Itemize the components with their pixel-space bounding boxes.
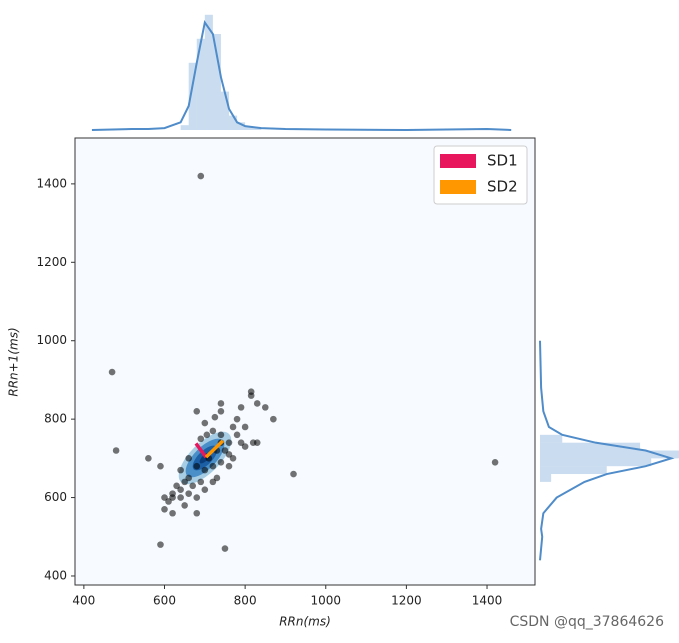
point — [233, 415, 241, 423]
point — [241, 443, 249, 450]
point — [197, 478, 205, 486]
point — [233, 431, 241, 439]
point — [209, 462, 217, 470]
point — [157, 541, 164, 548]
point — [201, 486, 209, 494]
right-hist-bar — [540, 442, 641, 451]
right-hist-bar — [540, 434, 563, 443]
point — [181, 478, 188, 486]
top-hist-bar — [253, 128, 262, 130]
point — [229, 423, 237, 431]
right-hist-bar — [540, 474, 552, 482]
point — [193, 462, 201, 470]
point — [241, 423, 249, 431]
point — [193, 407, 201, 415]
point — [211, 413, 219, 421]
point — [217, 458, 225, 466]
x-tick-label: 1000 — [310, 594, 341, 608]
y-tick-label: 600 — [44, 490, 67, 504]
point — [290, 470, 297, 478]
top-hist-bar — [212, 34, 221, 130]
point — [193, 509, 201, 517]
top-hist-bar — [237, 122, 246, 130]
y-tick-label: 1400 — [36, 176, 67, 190]
top-hist-bar — [204, 14, 213, 130]
top-hist-bar — [229, 115, 238, 130]
y-tick-label: 800 — [44, 412, 67, 426]
sd-line — [194, 442, 208, 459]
point — [217, 431, 225, 439]
point — [217, 400, 225, 407]
point — [217, 407, 225, 415]
point — [253, 439, 261, 446]
top-hist-bar — [196, 38, 205, 130]
point — [261, 404, 269, 411]
legend-label: SD1 — [487, 152, 518, 170]
legend-swatch — [440, 180, 476, 194]
point — [193, 494, 201, 501]
top-hist-bar — [220, 91, 230, 130]
y-tick-label: 1200 — [36, 255, 67, 269]
point — [177, 466, 184, 474]
legend-label: SD2 — [487, 178, 518, 196]
x-tick-label: 1200 — [391, 594, 422, 608]
point — [185, 490, 192, 497]
plot-frame — [74, 137, 536, 586]
sd-line — [204, 439, 225, 459]
point — [209, 427, 217, 435]
legend-swatch — [440, 154, 476, 168]
y-axis-label: RRn+1(ms) — [7, 327, 21, 396]
x-tick-label: 1400 — [472, 594, 503, 608]
point — [225, 451, 233, 458]
top-hist-bar — [180, 125, 189, 130]
point — [225, 462, 233, 470]
x-tick-label: 600 — [153, 594, 176, 608]
top-kde — [91, 19, 512, 132]
point — [201, 466, 209, 474]
y-tick-label: 400 — [44, 568, 67, 582]
right-hist-bar — [540, 466, 607, 475]
point — [221, 545, 229, 552]
right-hist-bar — [540, 458, 652, 467]
point — [169, 494, 176, 501]
point — [185, 455, 192, 462]
point — [157, 462, 164, 470]
point — [181, 502, 188, 509]
point — [169, 509, 176, 517]
watermark: CSDN @qq_37864626 — [510, 614, 664, 630]
top-hist-bar — [188, 62, 197, 130]
x-axis-label: RRn(ms) — [279, 615, 331, 629]
point — [201, 419, 209, 427]
point — [161, 506, 168, 513]
point — [247, 388, 255, 395]
point — [112, 447, 120, 454]
right-kde — [539, 340, 675, 561]
point — [197, 172, 205, 180]
point — [203, 431, 211, 439]
point — [209, 478, 217, 486]
x-tick-label: 800 — [234, 594, 257, 608]
point — [189, 482, 197, 490]
point — [173, 482, 180, 490]
point — [108, 368, 116, 376]
point — [491, 458, 499, 466]
point — [253, 400, 261, 407]
y-tick-label: 1000 — [36, 333, 67, 347]
x-tick-label: 400 — [72, 594, 95, 608]
point — [225, 439, 233, 446]
point — [177, 494, 184, 501]
point — [270, 415, 277, 423]
point — [145, 455, 152, 462]
top-hist-bar — [245, 126, 254, 130]
point — [237, 404, 245, 411]
right-hist-bar — [540, 450, 679, 459]
plot-area — [75, 138, 535, 585]
point — [197, 435, 205, 443]
